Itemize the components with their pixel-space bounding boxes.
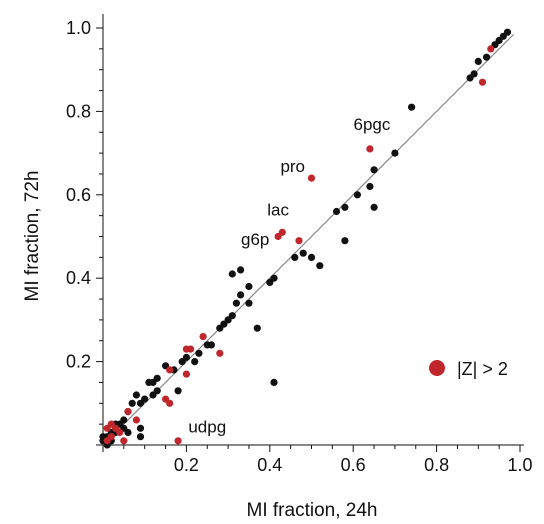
axes: 0.2 0.4 0.6 0.8 1.0 0.2 0.4 0.6 0.8 1.0 [66,14,533,475]
x-tick-label: 0.6 [341,455,366,475]
data-point [341,237,349,245]
data-point [145,378,153,386]
data-point [132,391,140,399]
point-label-6pgc: 6pgc [354,115,391,134]
significant-point [116,428,124,437]
data-point [191,358,199,366]
x-tick-label: 0.2 [174,455,199,475]
data-point [366,182,374,191]
legend-label: |Z| > 2 [457,359,508,379]
significant-point [124,408,132,416]
y-tick-label: 0.6 [66,185,91,205]
data-point [245,299,253,307]
data-point [203,341,211,349]
significant-point [307,174,316,182]
x-tick-label: 0.8 [424,455,449,475]
significant-point [216,349,224,357]
y-tick-label: 0.2 [66,352,91,372]
significant-point [487,45,495,53]
data-points [99,28,512,449]
y-tick-label: 1.0 [66,18,91,38]
legend: |Z| > 2 [429,359,508,379]
significant-point [187,345,195,353]
significant-point [103,437,111,445]
data-point [291,253,299,261]
data-point [228,270,236,278]
data-point [237,266,245,274]
data-point [178,358,186,366]
significant-point [274,232,282,241]
significant-point [295,237,303,245]
data-point [128,399,136,407]
significant-point [166,399,174,407]
data-point [124,428,132,437]
significant-point [166,366,174,374]
data-point [270,378,278,386]
y-tick-label: 0.4 [66,268,91,288]
data-point [483,53,491,61]
data-point [408,103,416,111]
identity-line [102,33,515,446]
significant-point [132,416,140,424]
data-point [353,191,361,199]
significant-point [174,437,182,445]
significant-point [366,145,374,153]
x-tick-label: 0.4 [257,455,282,475]
y-tick-label: 0.8 [66,101,91,121]
point-label-udpg: udpg [188,417,226,436]
reference-line-group [102,33,515,446]
data-point [307,253,316,261]
point-label-g6p: g6p [241,230,269,249]
point-label-lac: lac [267,201,289,220]
data-point [466,74,474,82]
x-tick-label: 1.0 [507,455,532,475]
data-point [370,203,378,211]
data-point [174,387,182,395]
legend-marker [429,360,445,376]
significant-point [103,424,111,432]
data-point [237,291,245,299]
data-point [474,57,482,65]
y-axis-title: MI fraction, 72h [22,171,43,302]
data-point [316,262,324,270]
data-point [216,324,224,332]
data-point [149,391,157,399]
data-point [136,399,145,407]
data-point [253,324,261,332]
data-point [232,299,240,307]
data-point [341,203,349,211]
significant-point [182,370,190,378]
data-point [370,166,378,174]
data-point [245,282,253,291]
data-point [503,28,512,36]
data-point [136,433,145,441]
x-axis-title: MI fraction, 24h [247,500,378,521]
significant-point [478,78,487,86]
data-point [299,249,307,257]
data-point [332,207,341,216]
annotations: 6pgc pro lac g6p udpg [188,115,391,436]
data-point [136,424,145,432]
significant-point [120,437,128,445]
data-point [391,149,399,157]
point-label-pro: pro [280,157,305,176]
significant-point [199,333,207,341]
data-point [266,278,274,286]
data-point [195,349,203,357]
